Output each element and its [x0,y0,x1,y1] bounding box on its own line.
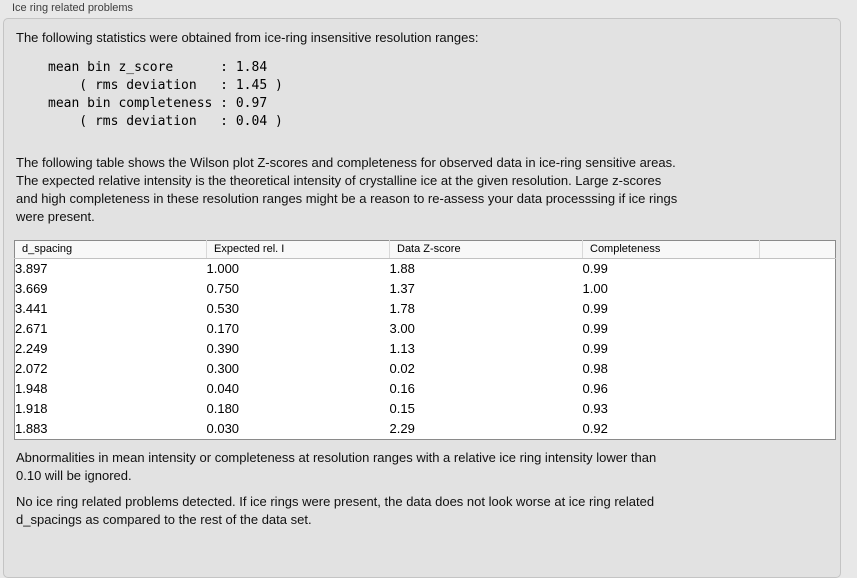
table-cell: 3.441 [15,301,48,316]
table-cell: 0.530 [206,301,240,316]
table-cell: 0.15 [389,401,415,416]
table-cell: 0.02 [389,361,415,376]
table-cell-empty [760,319,836,339]
table-row[interactable]: 2.072 0.300 0.02 0.98 [15,359,836,379]
table-cell: 0.750 [206,281,240,296]
table-row[interactable]: 1.918 0.180 0.15 0.93 [15,399,836,419]
table-cell: 1.88 [389,261,415,276]
table-cell: 1.918 [15,401,48,416]
column-header-d-spacing[interactable]: d_spacing [14,240,207,259]
table-cell: 2.671 [15,321,48,336]
table-cell: 0.99 [582,261,608,276]
table-cell: 0.170 [206,321,240,336]
table-cell-empty [760,259,836,280]
table-cell: 0.300 [206,361,240,376]
panel-title: Ice ring related problems [12,2,134,14]
table-cell-empty [760,359,836,379]
conclusion-text: No ice ring related problems detected. I… [16,494,655,527]
table-description-text: The following table shows the Wilson plo… [16,155,678,224]
table-body: 3.897 1.000 1.88 0.99 3.669 0.750 1.37 1.00 3.44… [15,259,836,440]
ignore-note-text: Abnormalities in mean intensity or compl… [16,450,657,483]
table-cell: 2.072 [15,361,48,376]
table-cell: 1.00 [582,281,608,296]
table-cell: 1.37 [389,281,415,296]
table-cell: 1.948 [15,381,48,396]
table-cell: 0.96 [582,381,608,396]
table-cell: 2.29 [389,421,415,436]
table-cell: 0.040 [206,381,240,396]
column-header-z-score[interactable]: Data Z-score [389,240,583,259]
table-cell: 0.390 [206,341,240,356]
table-row[interactable]: 1.883 0.030 2.29 0.92 [15,419,836,440]
column-header-empty [759,240,836,259]
table-header-row: d_spacing Expected rel. I Data Z-score C… [14,240,836,259]
table-cell: 0.99 [582,321,608,336]
table-cell-empty [760,419,836,440]
table-row[interactable]: 3.441 0.530 1.78 0.99 [15,299,836,319]
table-cell: 3.00 [389,321,415,336]
table-row[interactable]: 2.671 0.170 3.00 0.99 [15,319,836,339]
table-cell: 0.93 [582,401,608,416]
table-cell-empty [760,279,836,299]
table-cell: 0.99 [582,341,608,356]
table-cell: 0.030 [206,421,240,436]
table-cell: 0.98 [582,361,608,376]
table-cell: 3.669 [15,281,48,296]
stats-summary-block: mean bin z_score : 1.84 ( rms deviation … [48,60,283,129]
table-cell: 0.16 [389,381,415,396]
ice-ring-groupbox: The following statistics were obtained f… [3,18,841,578]
table-cell-empty [760,379,836,399]
table-row[interactable]: 2.249 0.390 1.13 0.99 [15,339,836,359]
table-cell: 1.883 [15,421,48,436]
table-cell: 0.180 [206,401,240,416]
table-cell: 1.78 [389,301,415,316]
ice-ring-table: d_spacing Expected rel. I Data Z-score C… [14,240,836,440]
table-cell-empty [760,299,836,319]
table-cell: 1.13 [389,341,415,356]
table-row[interactable]: 3.669 0.750 1.37 1.00 [15,279,836,299]
table-cell: 0.92 [582,421,608,436]
table-cell-empty [760,339,836,359]
table-row[interactable]: 1.948 0.040 0.16 0.96 [15,379,836,399]
stats-intro-text: The following statistics were obtained f… [16,30,479,45]
column-header-expected-i[interactable]: Expected rel. I [206,240,390,259]
table-cell: 3.897 [15,261,48,276]
table-cell: 0.99 [582,301,608,316]
column-header-completeness[interactable]: Completeness [582,240,760,259]
table-cell-empty [760,399,836,419]
table-cell: 1.000 [206,261,240,276]
table-cell: 2.249 [15,341,48,356]
table-row[interactable]: 3.897 1.000 1.88 0.99 [15,259,836,280]
